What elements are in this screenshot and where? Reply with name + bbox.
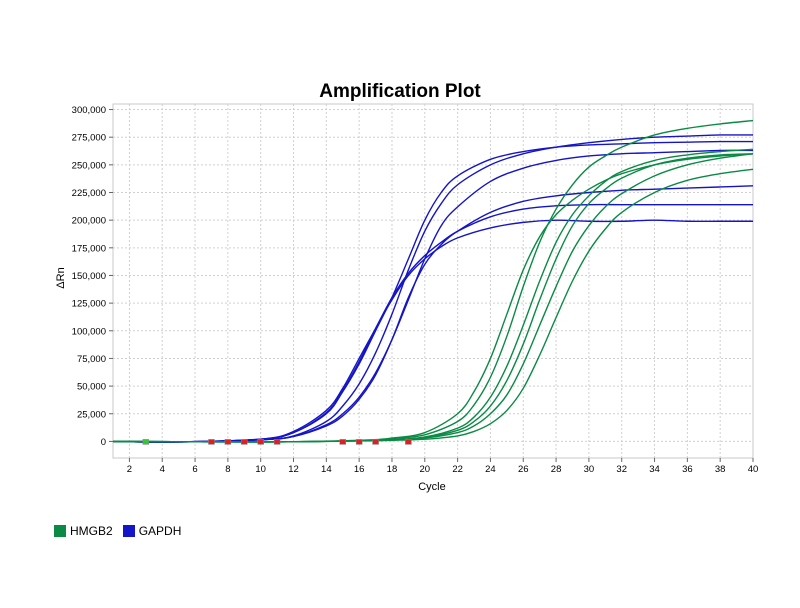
baseline-marker [339, 439, 346, 445]
x-tick-label: 30 [584, 464, 595, 475]
baseline-marker [224, 439, 232, 445]
legend-swatch-hmgb2 [54, 525, 66, 537]
series-line-gapdh [112, 149, 754, 443]
series-line-gapdh [112, 219, 753, 443]
plot-frame [112, 103, 754, 459]
baseline-marker [257, 439, 264, 445]
x-tick-label: 36 [682, 464, 693, 475]
x-tick-label: 8 [225, 464, 230, 475]
x-tick-label: 2 [127, 464, 132, 475]
baseline-marker [405, 439, 412, 445]
series-line-gapdh [112, 134, 754, 443]
y-tick-label: 25,000 [77, 409, 106, 420]
x-tick-label: 18 [387, 464, 398, 475]
series-layer [112, 119, 754, 443]
baseline-marker [208, 439, 215, 445]
y-tick-label: 50,000 [77, 382, 106, 393]
series-line-hmgb2 [112, 153, 754, 443]
y-axis-label: ΔRn [55, 267, 67, 288]
x-tick-label: 10 [255, 464, 266, 475]
baseline-marker [355, 439, 363, 445]
series-line-hmgb2 [112, 153, 754, 443]
baseline-marker-layer [142, 439, 412, 445]
series-line-hmgb2 [112, 168, 754, 443]
x-tick-label: 38 [715, 464, 726, 475]
y-tick-label: 175,000 [72, 243, 106, 254]
legend-item-hmgb2[interactable]: HMGB2 [54, 524, 113, 538]
x-tick-label: 6 [192, 464, 197, 475]
x-tick-label: 40 [748, 464, 759, 475]
y-tick-label: 125,000 [72, 299, 106, 310]
y-tick-label: 75,000 [77, 354, 106, 365]
legend-label-hmgb2: HMGB2 [70, 524, 113, 538]
y-tick-label: 250,000 [72, 160, 106, 171]
series-line-hmgb2 [112, 119, 754, 443]
series-line-gapdh [112, 203, 753, 443]
y-tick-label: 225,000 [72, 188, 106, 199]
x-axis-label: Cycle [418, 481, 446, 493]
x-tick-label: 34 [649, 464, 660, 475]
x-tick-label: 22 [452, 464, 463, 475]
baseline-marker [273, 439, 281, 445]
x-tick-label: 4 [160, 464, 165, 475]
axes-layer: 2 4 6 8 10 12 14 16 18 20 22 24 26 28 30 32 34 36 38 40025,… [72, 105, 759, 475]
baseline-marker [241, 439, 248, 445]
baseline-marker [372, 439, 379, 445]
grid-layer [112, 103, 754, 459]
series-line-gapdh [112, 140, 754, 443]
x-tick-label: 16 [354, 464, 365, 475]
x-tick-label: 26 [518, 464, 529, 475]
legend-label-gapdh: GAPDH [138, 524, 182, 538]
baseline-marker [142, 439, 150, 445]
x-tick-label: 12 [288, 464, 299, 475]
y-tick-label: 150,000 [72, 271, 106, 282]
x-tick-label: 32 [616, 464, 627, 475]
y-tick-label: 0 [101, 437, 106, 448]
y-tick-label: 300,000 [72, 105, 106, 116]
legend-swatch-gapdh [122, 525, 135, 537]
x-tick-label: 24 [485, 464, 496, 475]
chart-title: Amplification Plot [319, 81, 481, 102]
x-tick-label: 20 [420, 464, 431, 475]
x-tick-label: 28 [551, 464, 562, 475]
series-line-hmgb2 [112, 148, 754, 443]
x-tick-label: 14 [321, 464, 332, 475]
legend: HMGB2 GAPDH [54, 524, 191, 538]
y-tick-label: 275,000 [72, 133, 106, 144]
series-line-hmgb2 [112, 153, 754, 443]
y-tick-label: 100,000 [72, 326, 106, 337]
y-tick-label: 200,000 [72, 216, 106, 227]
legend-item-gapdh[interactable]: GAPDH [122, 524, 182, 538]
series-line-gapdh [112, 185, 754, 443]
